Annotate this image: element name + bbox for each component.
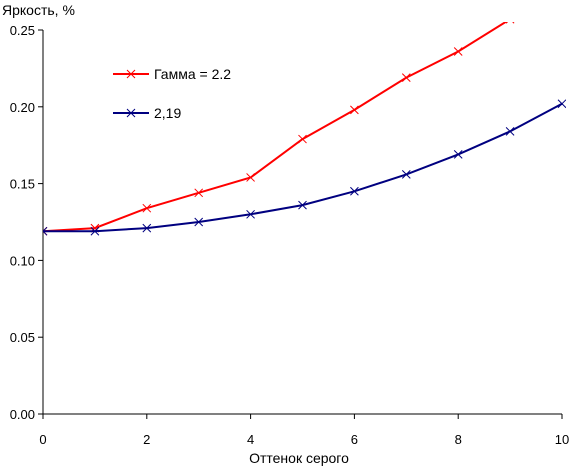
x-tick-label: 0	[39, 432, 46, 447]
y-tick-label: 0.25	[10, 23, 35, 38]
series-2	[43, 99, 566, 236]
legend-label: Гамма = 2.2	[154, 66, 231, 82]
legend-label: 2,19	[154, 105, 181, 121]
data-point-marker	[194, 217, 204, 227]
data-point-marker	[194, 188, 204, 198]
series-line	[43, 102, 563, 233]
y-tick-label: 0.05	[10, 330, 35, 345]
data-point-marker	[505, 127, 515, 136]
plot-area	[43, 22, 566, 236]
data-point-marker	[557, 99, 566, 109]
data-point-marker	[350, 186, 359, 196]
data-point-marker	[142, 223, 152, 233]
x-tick-label: 2	[143, 432, 150, 447]
x-tick-label: 6	[351, 432, 358, 447]
y-tick-label: 0.00	[10, 407, 35, 422]
data-point-marker	[246, 209, 255, 219]
data-point-marker	[43, 226, 48, 236]
data-point-marker	[90, 226, 100, 236]
y-tick-label: 0.10	[10, 253, 35, 268]
data-point-marker	[298, 134, 307, 144]
data-point-marker	[246, 173, 255, 182]
data-point-marker	[505, 22, 515, 24]
legend: Гамма = 2.2 2,19	[113, 66, 231, 121]
data-point-marker	[142, 203, 152, 213]
data-point-marker	[453, 47, 463, 56]
data-point-marker	[350, 105, 359, 115]
series-1	[43, 22, 515, 236]
x-tick-label: 8	[455, 432, 462, 447]
y-axis-title: Яркость, %	[2, 2, 75, 18]
data-point-marker	[401, 170, 411, 179]
axes: 0.00 0.05 0.10 0.15 0.20 0.25 0 2 4 6 8 10	[10, 23, 570, 447]
legend-item: Гамма = 2.2	[113, 66, 231, 82]
x-tick-label: 10	[555, 432, 569, 447]
x-tick-label: 4	[247, 432, 254, 447]
legend-item: 2,19	[113, 105, 181, 121]
data-point-marker	[126, 108, 136, 118]
data-point-marker	[401, 73, 411, 82]
x-axis-title: Оттенок серого	[249, 450, 349, 466]
data-point-marker	[298, 200, 307, 210]
y-tick-label: 0.20	[10, 100, 35, 115]
y-tick-label: 0.15	[10, 177, 35, 192]
data-point-marker	[126, 69, 136, 79]
series-line	[43, 22, 508, 233]
data-point-marker	[453, 150, 463, 159]
